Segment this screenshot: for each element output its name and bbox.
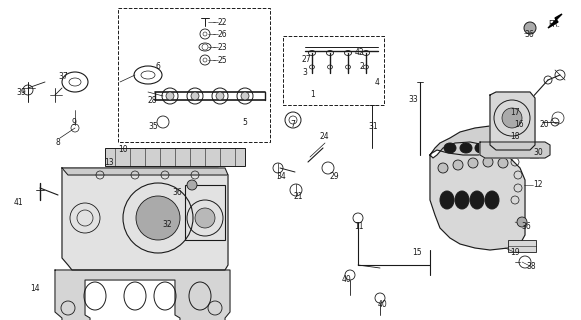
Text: 3: 3	[302, 68, 307, 77]
Circle shape	[524, 22, 536, 34]
Ellipse shape	[470, 191, 484, 209]
Text: 29: 29	[330, 172, 340, 181]
Text: 31: 31	[368, 122, 378, 131]
Text: 41: 41	[14, 198, 24, 207]
Circle shape	[195, 208, 215, 228]
Ellipse shape	[444, 143, 456, 153]
Bar	[283, 36, 384, 105]
Text: 16: 16	[514, 120, 523, 129]
Bar	[530, 142, 538, 148]
Ellipse shape	[475, 143, 487, 153]
Circle shape	[166, 92, 174, 100]
Text: 24: 24	[320, 132, 329, 141]
Text: 36: 36	[172, 188, 182, 197]
Text: 23: 23	[218, 43, 228, 52]
Text: 38: 38	[526, 262, 536, 271]
Text: FR.: FR.	[548, 20, 560, 29]
Ellipse shape	[485, 191, 499, 209]
Polygon shape	[430, 142, 525, 250]
Text: 13: 13	[104, 158, 114, 167]
Polygon shape	[62, 168, 228, 270]
Circle shape	[187, 180, 197, 190]
Bar	[118, 8, 270, 142]
Circle shape	[517, 217, 527, 227]
Ellipse shape	[455, 191, 469, 209]
Text: 36: 36	[521, 222, 531, 231]
Polygon shape	[480, 142, 550, 158]
Circle shape	[483, 157, 493, 167]
Ellipse shape	[460, 143, 472, 153]
Polygon shape	[548, 14, 562, 28]
Ellipse shape	[440, 191, 454, 209]
Text: 6: 6	[155, 62, 160, 71]
Text: 15: 15	[412, 248, 422, 257]
Text: 40: 40	[342, 275, 352, 284]
Text: 20: 20	[540, 120, 550, 129]
Text: 11: 11	[354, 222, 364, 231]
Text: 36: 36	[524, 30, 534, 39]
Circle shape	[216, 92, 224, 100]
Text: 26: 26	[218, 30, 228, 39]
Text: 8: 8	[55, 138, 60, 147]
Circle shape	[136, 196, 180, 240]
Text: 22: 22	[218, 18, 228, 27]
Text: 30: 30	[533, 148, 543, 157]
Ellipse shape	[491, 143, 503, 153]
Text: 35: 35	[148, 122, 158, 131]
Text: 17: 17	[510, 108, 519, 117]
Text: 4: 4	[375, 78, 380, 87]
Polygon shape	[55, 270, 230, 320]
Text: 2: 2	[360, 62, 365, 71]
Text: 40: 40	[378, 300, 388, 309]
Text: 10: 10	[118, 145, 128, 154]
Circle shape	[453, 160, 463, 170]
Polygon shape	[62, 168, 228, 175]
Text: 18: 18	[510, 132, 519, 141]
Text: 42: 42	[355, 48, 365, 57]
Text: 39: 39	[16, 88, 26, 97]
Polygon shape	[490, 92, 535, 150]
Text: 37: 37	[58, 72, 68, 81]
Text: 34: 34	[276, 172, 286, 181]
Text: 25: 25	[218, 56, 228, 65]
Text: 21: 21	[293, 192, 303, 201]
Text: 33: 33	[408, 95, 418, 104]
Circle shape	[468, 158, 478, 168]
Bar	[530, 152, 538, 158]
Bar	[105, 148, 245, 166]
Text: 14: 14	[30, 284, 40, 293]
Circle shape	[438, 163, 448, 173]
Text: 7: 7	[290, 120, 295, 129]
Polygon shape	[430, 126, 520, 155]
Text: 9: 9	[72, 118, 77, 127]
Text: 12: 12	[533, 180, 543, 189]
Circle shape	[241, 92, 249, 100]
Circle shape	[191, 92, 199, 100]
Bar	[508, 240, 536, 252]
Text: 19: 19	[510, 248, 519, 257]
Circle shape	[502, 108, 522, 128]
Circle shape	[498, 158, 508, 168]
Text: 1: 1	[310, 90, 315, 99]
Text: 28: 28	[148, 96, 157, 105]
Text: 27: 27	[302, 55, 311, 64]
Text: 5: 5	[242, 118, 247, 127]
Bar	[185, 185, 225, 240]
Text: 32: 32	[162, 220, 171, 229]
